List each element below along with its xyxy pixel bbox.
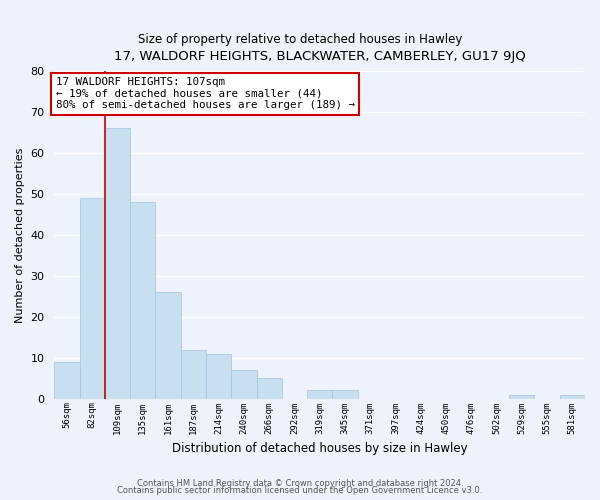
Bar xyxy=(257,378,282,398)
Bar xyxy=(206,354,231,399)
Bar xyxy=(80,198,105,398)
Bar xyxy=(55,362,80,399)
Text: Contains HM Land Registry data © Crown copyright and database right 2024.: Contains HM Land Registry data © Crown c… xyxy=(137,478,463,488)
Bar xyxy=(155,292,181,399)
Bar xyxy=(332,390,358,398)
Bar xyxy=(105,128,130,398)
Bar xyxy=(231,370,257,398)
Text: Size of property relative to detached houses in Hawley: Size of property relative to detached ho… xyxy=(138,32,462,46)
Bar xyxy=(560,394,585,398)
Text: Contains public sector information licensed under the Open Government Licence v3: Contains public sector information licen… xyxy=(118,486,482,495)
Bar xyxy=(181,350,206,399)
Bar xyxy=(509,394,535,398)
X-axis label: Distribution of detached houses by size in Hawley: Distribution of detached houses by size … xyxy=(172,442,467,455)
Bar xyxy=(307,390,332,398)
Bar xyxy=(130,202,155,398)
Title: 17, WALDORF HEIGHTS, BLACKWATER, CAMBERLEY, GU17 9JQ: 17, WALDORF HEIGHTS, BLACKWATER, CAMBERL… xyxy=(114,50,526,63)
Text: 17 WALDORF HEIGHTS: 107sqm
← 19% of detached houses are smaller (44)
80% of semi: 17 WALDORF HEIGHTS: 107sqm ← 19% of deta… xyxy=(56,78,355,110)
Y-axis label: Number of detached properties: Number of detached properties xyxy=(15,147,25,322)
